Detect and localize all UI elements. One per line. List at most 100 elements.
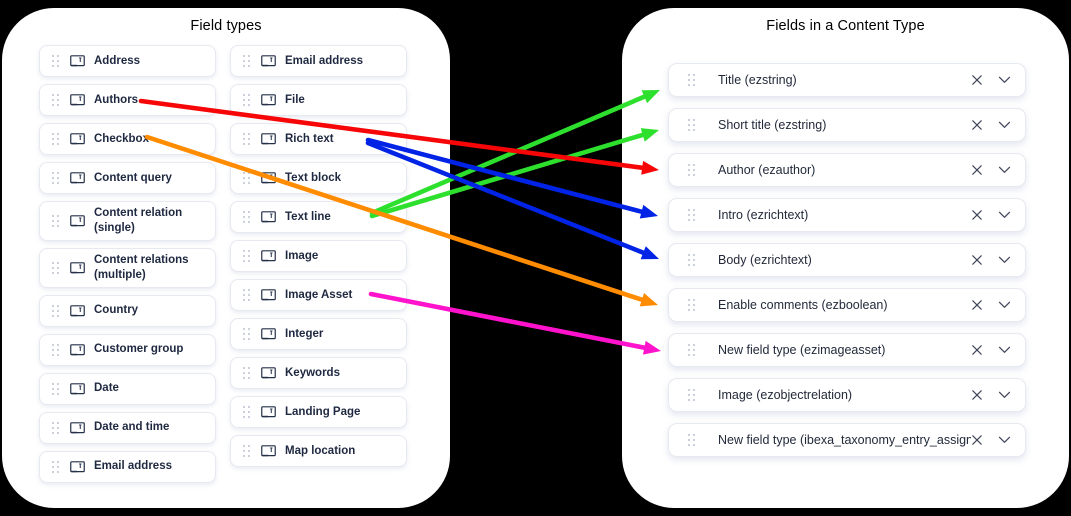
field-type-card[interactable]: Content query xyxy=(39,162,216,194)
field-type-card[interactable]: Image Asset xyxy=(230,279,407,311)
field-type-icon xyxy=(261,55,276,67)
field-type-label: Image xyxy=(285,249,319,262)
field-type-icon xyxy=(261,211,276,223)
chevron-down-icon[interactable] xyxy=(998,436,1011,444)
field-type-icon xyxy=(261,406,276,418)
chevron-down-icon[interactable] xyxy=(998,346,1011,354)
content-field-label: Short title (ezstring) xyxy=(718,118,827,132)
field-type-icon xyxy=(261,133,276,145)
field-types-column: Email address File xyxy=(230,45,407,483)
drag-handle-icon[interactable] xyxy=(688,209,695,221)
field-type-card[interactable]: Text line xyxy=(230,201,407,233)
field-type-card[interactable]: Date xyxy=(39,372,216,405)
drag-handle-icon[interactable] xyxy=(243,445,250,457)
content-field-card[interactable]: New field type (ibexa_taxonomy_entry_ass… xyxy=(668,423,1026,457)
field-type-card[interactable]: Checkbox xyxy=(39,123,216,155)
chevron-down-icon[interactable] xyxy=(998,166,1011,174)
drag-handle-icon[interactable] xyxy=(688,389,695,401)
close-icon[interactable] xyxy=(971,74,983,86)
field-type-card[interactable]: Address xyxy=(39,45,216,77)
field-type-label: Address xyxy=(94,54,141,67)
drag-handle-icon[interactable] xyxy=(52,261,59,274)
drag-handle-icon[interactable] xyxy=(243,172,250,184)
content-field-card[interactable]: Body (ezrichtext) xyxy=(668,243,1026,277)
field-type-label: Content query xyxy=(94,171,172,184)
drag-handle-icon[interactable] xyxy=(243,328,250,340)
field-type-card[interactable]: Image xyxy=(230,240,407,272)
drag-handle-icon[interactable] xyxy=(52,94,59,106)
field-type-card[interactable]: Content relations (multiple) xyxy=(39,247,216,288)
drag-handle-icon[interactable] xyxy=(52,133,59,145)
drag-handle-icon[interactable] xyxy=(52,343,59,356)
drag-handle-icon[interactable] xyxy=(688,119,695,131)
field-type-card[interactable]: Content relation (single) xyxy=(39,201,216,241)
drag-handle-icon[interactable] xyxy=(688,254,695,266)
drag-handle-icon[interactable] xyxy=(243,367,250,379)
drag-handle-icon[interactable] xyxy=(688,74,695,86)
drag-handle-icon[interactable] xyxy=(243,55,250,67)
drag-handle-icon[interactable] xyxy=(688,164,695,176)
content-field-card[interactable]: Title (ezstring) xyxy=(668,63,1026,97)
field-type-card[interactable]: Authors xyxy=(39,84,216,116)
field-type-label: Checkbox xyxy=(94,132,149,145)
field-type-label: Text line xyxy=(285,210,331,223)
drag-handle-icon[interactable] xyxy=(688,434,695,446)
field-type-card[interactable]: Integer xyxy=(230,318,407,350)
drag-handle-icon[interactable] xyxy=(52,304,59,317)
field-type-label: File xyxy=(285,93,305,106)
field-type-icon xyxy=(70,262,85,274)
close-icon[interactable] xyxy=(971,299,983,311)
close-icon[interactable] xyxy=(971,254,983,266)
field-type-label: Rich text xyxy=(285,132,334,145)
chevron-down-icon[interactable] xyxy=(998,256,1011,264)
field-type-card[interactable]: Email address xyxy=(230,45,407,77)
field-type-icon xyxy=(70,215,85,227)
field-type-card[interactable]: Date and time xyxy=(39,411,216,444)
close-icon[interactable] xyxy=(971,209,983,221)
field-type-card[interactable]: Email address xyxy=(39,450,216,483)
field-type-card[interactable]: File xyxy=(230,84,407,116)
content-field-card[interactable]: Enable comments (ezboolean) xyxy=(668,288,1026,322)
drag-handle-icon[interactable] xyxy=(243,133,250,145)
drag-handle-icon[interactable] xyxy=(52,172,59,184)
close-icon[interactable] xyxy=(971,434,983,446)
drag-handle-icon[interactable] xyxy=(243,289,250,301)
chevron-down-icon[interactable] xyxy=(998,391,1011,399)
chevron-down-icon[interactable] xyxy=(998,76,1011,84)
field-type-card[interactable]: Customer group xyxy=(39,333,216,366)
drag-handle-icon[interactable] xyxy=(52,55,59,67)
drag-handle-icon[interactable] xyxy=(243,94,250,106)
field-type-card[interactable]: Text block xyxy=(230,162,407,194)
chevron-down-icon[interactable] xyxy=(998,211,1011,219)
content-field-card[interactable]: Intro (ezrichtext) xyxy=(668,198,1026,232)
field-type-card[interactable]: Country xyxy=(39,294,216,327)
close-icon[interactable] xyxy=(971,164,983,176)
drag-handle-icon[interactable] xyxy=(688,344,695,356)
content-field-card[interactable]: Image (ezobjectrelation) xyxy=(668,378,1026,412)
drag-handle-icon[interactable] xyxy=(52,382,59,395)
content-field-card[interactable]: New field type (ezimageasset) xyxy=(668,333,1026,367)
close-icon[interactable] xyxy=(971,119,983,131)
drag-handle-icon[interactable] xyxy=(52,214,59,227)
content-field-card[interactable]: Author (ezauthor) xyxy=(668,153,1026,187)
drag-handle-icon[interactable] xyxy=(688,299,695,311)
drag-handle-icon[interactable] xyxy=(243,211,250,223)
field-type-card[interactable]: Keywords xyxy=(230,357,407,389)
close-icon[interactable] xyxy=(971,389,983,401)
close-icon[interactable] xyxy=(971,344,983,356)
content-field-label: Intro (ezrichtext) xyxy=(718,208,809,222)
drag-handle-icon[interactable] xyxy=(52,421,59,434)
drag-handle-icon[interactable] xyxy=(52,460,59,473)
field-type-icon xyxy=(261,328,276,340)
field-type-card[interactable]: Landing Page xyxy=(230,396,407,428)
drag-handle-icon[interactable] xyxy=(243,406,250,418)
drag-handle-icon[interactable] xyxy=(243,250,250,262)
content-field-card[interactable]: Short title (ezstring) xyxy=(668,108,1026,142)
chevron-down-icon[interactable] xyxy=(998,301,1011,309)
field-type-card[interactable]: Map location xyxy=(230,435,407,467)
field-type-card[interactable]: Rich text xyxy=(230,123,407,155)
content-field-label: Title (ezstring) xyxy=(718,73,797,87)
chevron-down-icon[interactable] xyxy=(998,121,1011,129)
field-type-label: Keywords xyxy=(285,366,340,379)
field-type-label: Customer group xyxy=(94,343,184,356)
